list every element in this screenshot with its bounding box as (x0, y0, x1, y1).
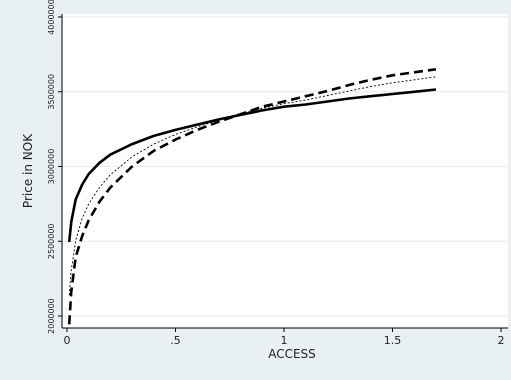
x-tick-label: 2 (498, 334, 505, 347)
series-line-2 (68, 76, 436, 296)
x-tick-label: .5 (170, 334, 181, 347)
x-tick-label: 1 (281, 334, 288, 347)
y-tick-label: 2500000 (47, 223, 56, 259)
plot-area (62, 14, 508, 328)
y-tick-label: 3000000 (47, 149, 56, 185)
y-tick-label: 2000000 (47, 298, 56, 334)
y-tick-label: 4000000 (47, 0, 56, 35)
x-axis-title: ACCESS (268, 347, 316, 361)
gridlines (62, 16, 508, 317)
y-axis-title: Price in NOK (21, 133, 35, 208)
x-tick-label: 1.5 (384, 334, 402, 347)
series-lines (67, 68, 437, 325)
x-tick-label: 0 (64, 334, 71, 347)
y-tick-label: 3500000 (47, 74, 56, 110)
series-line-1 (67, 88, 437, 243)
axes: 2000000 2500000 3000000 3500000 4000000 0 .5 1 1… (47, 0, 508, 347)
series-line-3 (67, 68, 437, 325)
